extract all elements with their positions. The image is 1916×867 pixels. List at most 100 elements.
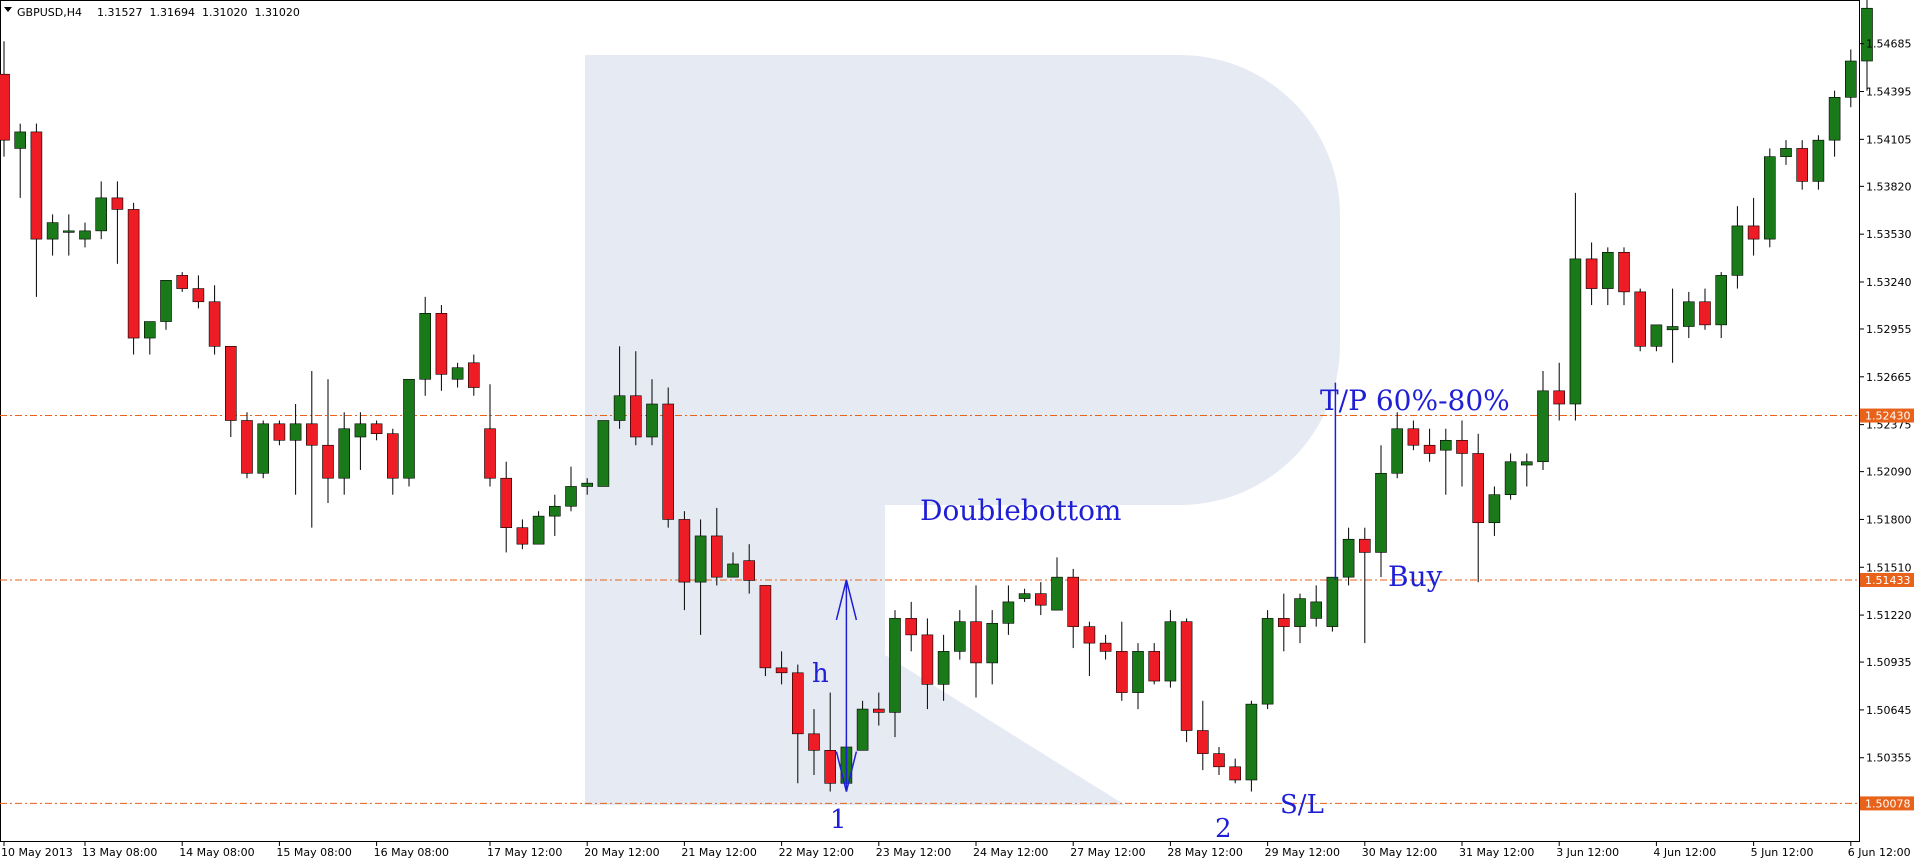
candle[interactable] xyxy=(1683,291,1695,339)
candle[interactable] xyxy=(95,181,107,240)
candle[interactable] xyxy=(1537,371,1549,470)
candle[interactable] xyxy=(1294,593,1306,644)
candle[interactable] xyxy=(127,202,140,355)
candle[interactable] xyxy=(403,378,415,487)
candle[interactable] xyxy=(1261,610,1274,710)
candle[interactable] xyxy=(1310,585,1322,627)
candle[interactable] xyxy=(710,507,723,586)
candle[interactable] xyxy=(160,280,172,330)
candle[interactable] xyxy=(1585,242,1598,306)
candle[interactable] xyxy=(775,651,788,685)
candle[interactable] xyxy=(1747,197,1760,256)
candle[interactable] xyxy=(1618,247,1630,306)
candle[interactable] xyxy=(1666,288,1679,363)
candle[interactable] xyxy=(1051,557,1063,611)
candle[interactable] xyxy=(1796,140,1808,190)
candle[interactable] xyxy=(1845,49,1857,108)
candle[interactable] xyxy=(467,354,480,396)
candle[interactable] xyxy=(662,387,675,528)
candle[interactable] xyxy=(1456,420,1468,487)
candle[interactable] xyxy=(1504,453,1517,500)
candle[interactable] xyxy=(1472,433,1484,583)
candle[interactable] xyxy=(1148,643,1160,685)
candle[interactable] xyxy=(435,305,448,391)
candle[interactable] xyxy=(581,478,594,495)
candle[interactable] xyxy=(176,272,188,292)
candle[interactable] xyxy=(743,544,756,594)
candle[interactable] xyxy=(1164,610,1177,688)
candle[interactable] xyxy=(208,285,221,355)
candle[interactable] xyxy=(46,214,59,256)
candle[interactable] xyxy=(727,552,739,578)
candle[interactable] xyxy=(144,321,156,355)
candle[interactable] xyxy=(759,585,772,677)
candle[interactable] xyxy=(1812,135,1825,190)
candle[interactable] xyxy=(1002,585,1015,635)
candle[interactable] xyxy=(1278,593,1290,652)
candle[interactable] xyxy=(1634,288,1646,352)
candle[interactable] xyxy=(1828,90,1841,157)
candle[interactable] xyxy=(370,420,383,441)
candle[interactable] xyxy=(1326,576,1339,632)
candle[interactable] xyxy=(937,634,950,701)
candle[interactable] xyxy=(1699,288,1711,330)
candle[interactable] xyxy=(1018,588,1031,602)
candle[interactable] xyxy=(646,379,658,446)
candle[interactable] xyxy=(986,610,999,685)
candle[interactable] xyxy=(678,511,691,611)
candle[interactable] xyxy=(905,601,918,652)
candle[interactable] xyxy=(889,610,901,738)
candle[interactable] xyxy=(1245,700,1258,792)
candle[interactable] xyxy=(1602,247,1614,306)
candle[interactable] xyxy=(597,420,610,487)
candle[interactable] xyxy=(1423,428,1436,462)
candle[interactable] xyxy=(1342,527,1355,586)
candle[interactable] xyxy=(1359,527,1371,644)
candle[interactable] xyxy=(14,123,26,198)
candle[interactable] xyxy=(257,420,270,479)
candle[interactable] xyxy=(322,379,334,503)
candle[interactable] xyxy=(0,41,10,157)
candle[interactable] xyxy=(289,404,302,495)
candle[interactable] xyxy=(694,519,707,635)
candle[interactable] xyxy=(79,222,91,248)
candle[interactable] xyxy=(1569,192,1582,421)
candle[interactable] xyxy=(856,700,869,751)
candle[interactable] xyxy=(970,585,982,698)
candle[interactable] xyxy=(1180,618,1193,743)
candle[interactable] xyxy=(192,275,205,309)
candle[interactable] xyxy=(1440,428,1452,495)
candle[interactable] xyxy=(1407,420,1420,451)
candle[interactable] xyxy=(500,461,513,553)
candle[interactable] xyxy=(1391,412,1403,479)
candle[interactable] xyxy=(419,296,432,396)
candle[interactable] xyxy=(1067,568,1079,649)
candle[interactable] xyxy=(824,692,837,792)
candle[interactable] xyxy=(30,123,43,297)
candle[interactable] xyxy=(1731,206,1744,289)
candle[interactable] xyxy=(305,371,318,528)
candle[interactable] xyxy=(516,519,529,550)
candle[interactable] xyxy=(565,466,577,512)
candle[interactable] xyxy=(386,428,399,495)
candle[interactable] xyxy=(1650,324,1663,352)
chevron-down-icon[interactable] xyxy=(4,7,12,12)
candle[interactable] xyxy=(111,181,124,264)
candle[interactable] xyxy=(953,610,966,660)
candle[interactable] xyxy=(1132,643,1144,710)
candle[interactable] xyxy=(872,692,885,726)
candle[interactable] xyxy=(1197,700,1209,771)
candle[interactable] xyxy=(451,362,464,388)
candle[interactable] xyxy=(1229,758,1241,784)
candle[interactable] xyxy=(1780,140,1792,165)
candle[interactable] xyxy=(1553,362,1565,421)
candle[interactable] xyxy=(808,709,820,776)
candle[interactable] xyxy=(548,494,561,536)
candle[interactable] xyxy=(484,384,496,487)
candle[interactable] xyxy=(1715,272,1727,339)
candle[interactable] xyxy=(1083,621,1096,677)
candle[interactable] xyxy=(613,346,626,429)
candle[interactable] xyxy=(62,214,75,256)
